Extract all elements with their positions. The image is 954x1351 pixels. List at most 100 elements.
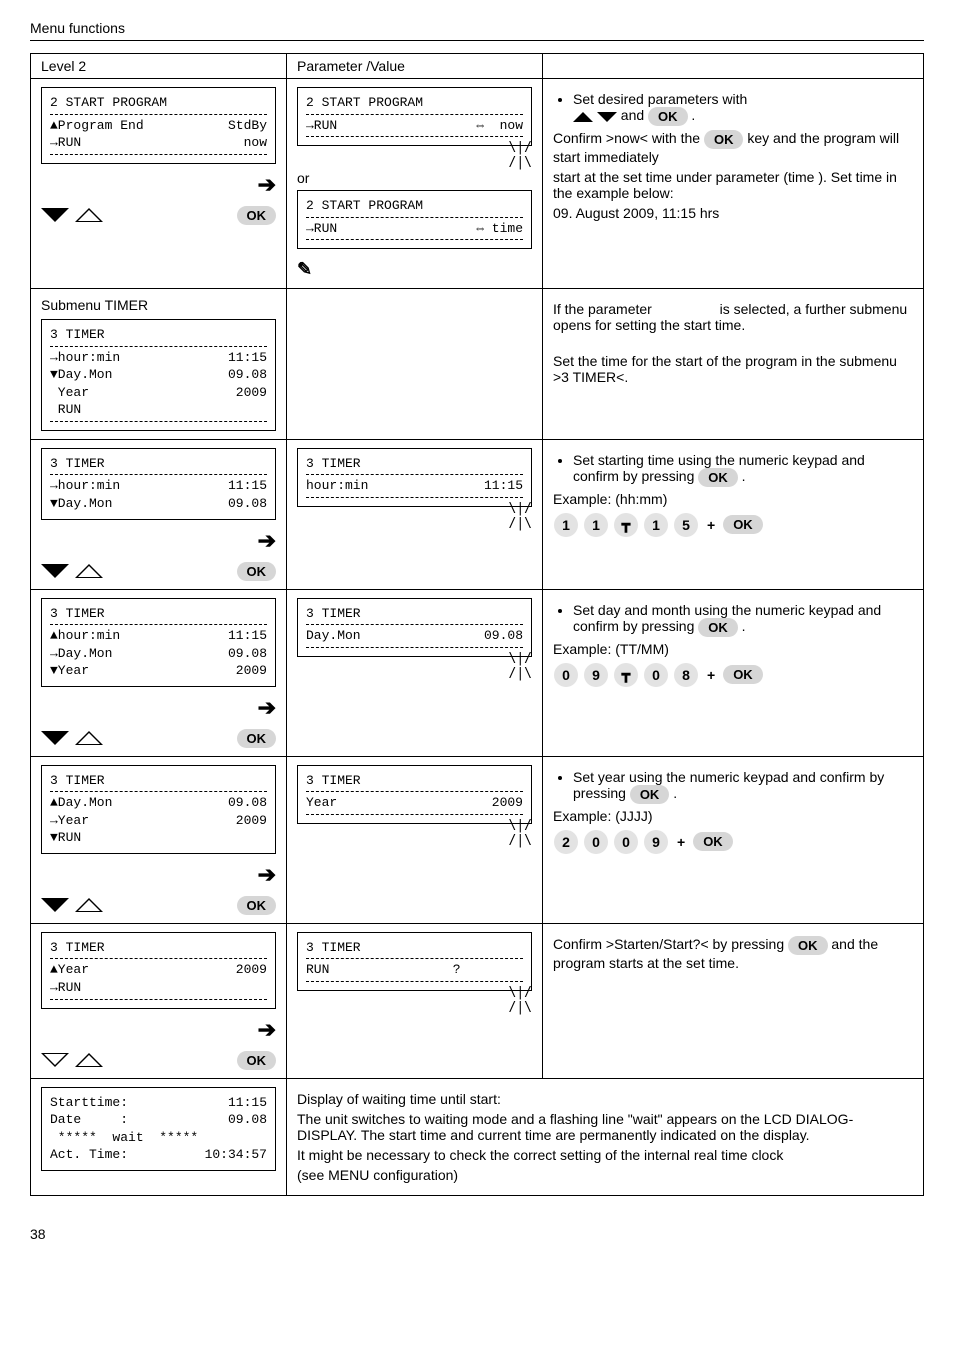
lcd-title: 3 TIMER	[306, 456, 361, 471]
ok-button[interactable]: OK	[237, 729, 277, 748]
paragraph: Set the time for the start of the progra…	[553, 353, 913, 385]
lcd-line: ▲hour:min	[50, 627, 120, 645]
lcd-line: Date :	[50, 1111, 128, 1129]
keypad-key[interactable]: 1	[554, 513, 578, 537]
text: Confirm >Starten/Start?< by pressing	[553, 936, 788, 952]
col1-header: Level 2	[41, 58, 86, 74]
ok-button[interactable]: OK	[237, 1051, 277, 1070]
ok-button[interactable]: OK	[698, 618, 738, 637]
right-arrow-icon: ➔	[258, 528, 276, 554]
lcd-line: ⇔ time	[476, 220, 523, 238]
blink-icon: \|//|\	[297, 818, 532, 848]
bullet: Set starting time using the numeric keyp…	[573, 452, 913, 487]
bullet: Set desired parameters with and OK .	[573, 91, 913, 126]
lcd-line: ?	[453, 962, 461, 977]
paragraph: Display of waiting time until start:	[297, 1091, 913, 1107]
nav-row: OK	[41, 729, 276, 748]
lcd-title: 3 TIMER	[50, 940, 105, 955]
keypad-key[interactable]: 0	[614, 830, 638, 854]
key-sequence: 1 1 ┳ 1 5 + OK	[553, 513, 913, 537]
keypad-key[interactable]: 2	[554, 830, 578, 854]
text: Confirm >now< with the	[553, 130, 704, 146]
ok-button[interactable]: OK	[237, 562, 277, 581]
ok-button[interactable]: OK	[237, 206, 277, 225]
lcd-line: Year	[50, 384, 89, 402]
lcd-row5: 3 TIMER ▲Day.Mon09.08→Year2009▼RUN	[41, 765, 276, 854]
lcd-mid-row6: 3 TIMER RUN ?	[297, 932, 532, 991]
keypad-key[interactable]: 0	[554, 663, 578, 687]
lcd-title: 2 START PROGRAM	[50, 95, 167, 110]
keypad-key[interactable]: 1	[584, 513, 608, 537]
lcd-mid2-row1: 2 START PROGRAM →RUN⇔ time	[297, 190, 532, 249]
ok-button[interactable]: OK	[788, 936, 828, 955]
keypad-key[interactable]: 0	[644, 663, 668, 687]
paragraph: Confirm >Starten/Start?< by pressing OK …	[553, 936, 913, 971]
lcd-row4: 3 TIMER ▲hour:min11:15→Day.Mon09.08▼Year…	[41, 598, 276, 687]
right-arrow-icon: ➔	[258, 695, 276, 721]
text: .	[742, 468, 746, 484]
lcd-line: ▼Day.Mon	[50, 366, 112, 384]
lcd-title: 3 TIMER	[306, 606, 361, 621]
nav-row: OK	[41, 562, 276, 581]
up-outline-icon	[75, 564, 103, 578]
lcd-line: →RUN	[306, 117, 337, 135]
down-solid-icon	[41, 564, 69, 578]
lcd-line: Day.Mon	[306, 627, 361, 645]
ok-button[interactable]: OK	[648, 107, 688, 126]
or-text: or	[297, 170, 532, 186]
ok-button[interactable]: OK	[704, 130, 744, 149]
text: .	[673, 785, 677, 801]
lcd-line: hour:min	[306, 477, 368, 495]
ok-button[interactable]: OK	[698, 468, 738, 487]
nav-row: OK	[41, 206, 276, 225]
up-outline-icon	[75, 1053, 103, 1067]
lcd-row6: 3 TIMER ▲Year2009→RUN	[41, 932, 276, 1009]
lcd-line: 2009	[236, 812, 267, 830]
lcd-line: →hour:min	[50, 349, 120, 367]
keypad-key[interactable]: ┳	[614, 513, 638, 537]
lcd-line: 2009	[236, 384, 267, 402]
lcd-line: ▼Day.Mon	[50, 495, 112, 513]
lcd-line: Year	[306, 794, 337, 812]
lcd-line: →RUN	[50, 979, 81, 997]
lcd-line: 11:15	[228, 349, 267, 367]
ok-button[interactable]: OK	[723, 515, 763, 534]
text: Set year using the numeric keypad and co…	[573, 769, 884, 801]
paragraph: 09. August 2009, 11:15 hrs	[553, 205, 913, 221]
ok-button[interactable]: OK	[630, 785, 670, 804]
keypad-key[interactable]: 9	[644, 830, 668, 854]
lcd-line: now	[244, 134, 267, 152]
up-solid-icon	[573, 112, 593, 122]
down-outline-icon	[41, 1053, 69, 1067]
lcd-title: 2 START PROGRAM	[306, 95, 423, 110]
example-label: Example: (JJJJ)	[553, 808, 913, 824]
down-solid-icon	[597, 112, 617, 122]
lcd-row7: Starttime:11:15Date :09.08 ***** wait **…	[41, 1087, 276, 1171]
lcd-line: 10:34:57	[205, 1146, 267, 1164]
example-label: Example: (hh:mm)	[553, 491, 913, 507]
nav-row: OK	[41, 896, 276, 915]
lcd-line: ▲Year	[50, 961, 89, 979]
keypad-key[interactable]: ┳	[614, 663, 638, 687]
ok-button[interactable]: OK	[723, 665, 763, 684]
page-header: Menu functions	[30, 20, 924, 41]
down-solid-icon	[41, 898, 69, 912]
keypad-key[interactable]: 8	[674, 663, 698, 687]
lcd-row1: 2 START PROGRAM ▲Program EndStdBy→RUNnow	[41, 87, 276, 164]
lcd-line: ⇔ now	[476, 117, 523, 135]
keypad-key[interactable]: 9	[584, 663, 608, 687]
lcd-line: →hour:min	[50, 477, 120, 495]
nav-row: ➔	[41, 1017, 276, 1043]
keypad-key[interactable]: 1	[644, 513, 668, 537]
lcd-line: ▲Program End	[50, 117, 144, 135]
lcd-line: 09.08	[228, 1111, 267, 1129]
right-arrow-icon: ➔	[258, 172, 276, 198]
ok-button[interactable]: OK	[693, 832, 733, 851]
paragraph: If the parameter is selected, a further …	[553, 301, 913, 333]
ok-button[interactable]: OK	[237, 896, 277, 915]
keypad-key[interactable]: 5	[674, 513, 698, 537]
blink-icon: \|//|\	[297, 140, 532, 170]
lcd-line: 09.08	[228, 495, 267, 513]
keypad-key[interactable]: 0	[584, 830, 608, 854]
lcd-title: 3 TIMER	[50, 327, 105, 342]
